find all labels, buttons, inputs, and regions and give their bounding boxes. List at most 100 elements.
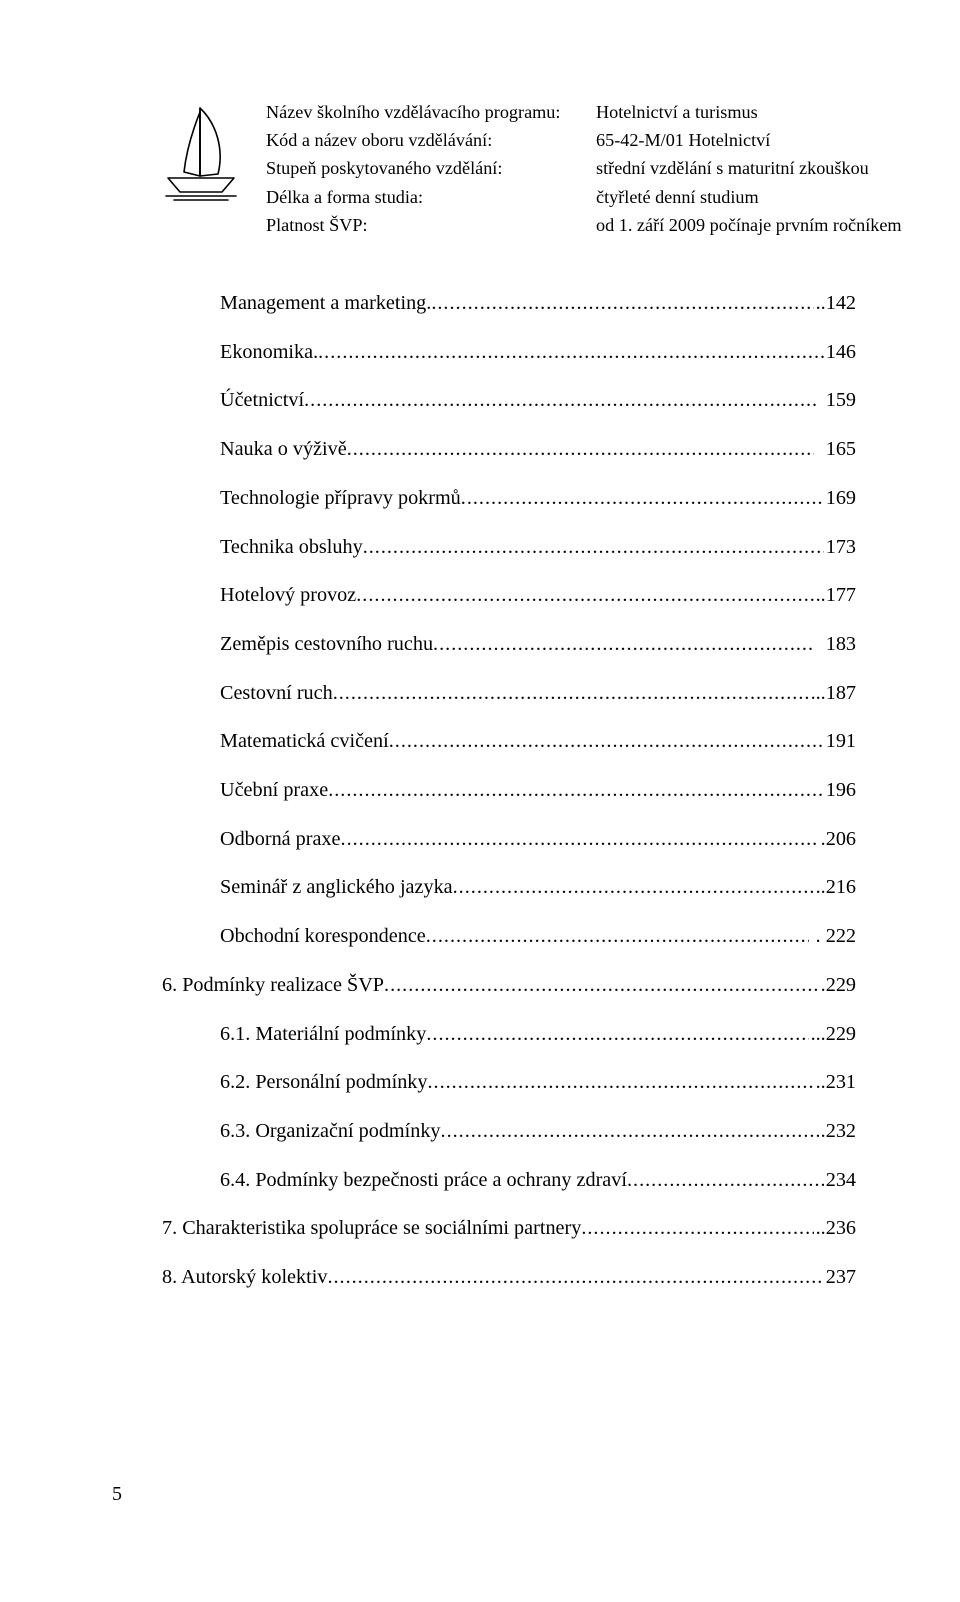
toc-page: 159 bbox=[819, 390, 856, 410]
toc-label: 6. Podmínky realizace ŠVP bbox=[162, 975, 384, 995]
toc-row: 6. Podmínky realizace ŠVP...............… bbox=[162, 975, 856, 995]
toc-row: 7. Charakteristika spolupráce se sociáln… bbox=[162, 1218, 856, 1238]
toc-page: 146 bbox=[824, 342, 856, 362]
header-label: Stupeň poskytovaného vzdělání: bbox=[266, 154, 596, 182]
header-label: Délka a forma studia: bbox=[266, 183, 596, 211]
toc-dot-leader: ........................................… bbox=[581, 1218, 813, 1238]
toc-label: Zeměpis cestovního ruchu bbox=[220, 634, 433, 654]
toc-page: . 222 bbox=[809, 926, 856, 946]
toc-label: Technologie přípravy pokrmů bbox=[220, 488, 461, 508]
toc-label: Ekonomika. bbox=[220, 342, 318, 362]
toc-label: Odborná praxe bbox=[220, 829, 341, 849]
toc-row: Odborná praxe...........................… bbox=[162, 829, 856, 849]
toc-label: Hotelový provoz bbox=[220, 585, 356, 605]
toc-dot-leader: ........................................… bbox=[327, 1267, 823, 1287]
toc-row: Technologie přípravy pokrmů.............… bbox=[162, 488, 856, 508]
toc-label: Technika obsluhy bbox=[220, 537, 363, 557]
toc-label: Seminář z anglického jazyka bbox=[220, 877, 453, 897]
toc-row: Obchodní korespondence..................… bbox=[162, 926, 856, 946]
toc-row: 8. Autorský kolektiv....................… bbox=[162, 1267, 856, 1287]
toc-label: 8. Autorský kolektiv bbox=[162, 1267, 327, 1287]
toc-dot-leader: ........................................… bbox=[427, 1072, 813, 1092]
toc-dot-leader: ........................................… bbox=[304, 390, 819, 410]
page: Název školního vzdělávacího programu: Kó… bbox=[0, 0, 960, 1602]
toc-row: Učební praxe............................… bbox=[162, 780, 856, 800]
header-value: čtyřleté denní studium bbox=[596, 183, 902, 211]
toc-page: ..216 bbox=[814, 877, 856, 897]
toc-dot-leader: ........................................… bbox=[384, 975, 819, 995]
header-labels-column: Název školního vzdělávacího programu: Kó… bbox=[266, 98, 596, 239]
toc-page: ..177 bbox=[814, 585, 856, 605]
toc-row: Seminář z anglického jazyka.............… bbox=[162, 877, 856, 897]
toc-row: 6.1. Materiální podmínky................… bbox=[162, 1024, 856, 1044]
toc-dot-leader: ........................................… bbox=[441, 1121, 819, 1141]
toc-label: Obchodní korespondence bbox=[220, 926, 426, 946]
toc-row: Hotelový provoz.........................… bbox=[162, 585, 856, 605]
table-of-contents: Management a marketing..................… bbox=[162, 293, 856, 1287]
toc-dot-leader: ........................................… bbox=[341, 829, 819, 849]
header-value: od 1. září 2009 počínaje prvním ročníkem bbox=[596, 211, 902, 239]
toc-label: 6.4. Podmínky bezpečnosti práce a ochran… bbox=[220, 1170, 627, 1190]
header-columns: Název školního vzdělávacího programu: Kó… bbox=[266, 98, 902, 239]
toc-row: Cestovní ruch...........................… bbox=[162, 683, 856, 703]
toc-label: Cestovní ruch bbox=[220, 683, 333, 703]
header-value: Hotelnictví a turismus bbox=[596, 98, 902, 126]
toc-dot-leader: ........................................… bbox=[328, 780, 824, 800]
toc-dot-leader: ........................................… bbox=[333, 683, 809, 703]
document-header: Název školního vzdělávacího programu: Kó… bbox=[162, 98, 856, 239]
toc-row: Ekonomika...............................… bbox=[162, 342, 856, 362]
toc-label: 6.3. Organizační podmínky bbox=[220, 1121, 441, 1141]
sailboat-logo-icon bbox=[162, 102, 240, 202]
toc-row: Matematická cvičení.....................… bbox=[162, 731, 856, 751]
toc-row: 6.2. Personální podmínky................… bbox=[162, 1072, 856, 1092]
toc-label: Učební praxe bbox=[220, 780, 328, 800]
toc-dot-leader: ........................................… bbox=[356, 585, 813, 605]
toc-row: Účetnictví..............................… bbox=[162, 390, 856, 410]
toc-label: Management a marketing. bbox=[220, 293, 431, 313]
toc-label: 6.1. Materiální podmínky bbox=[220, 1024, 426, 1044]
toc-dot-leader: ........................................… bbox=[453, 877, 814, 897]
toc-dot-leader: ........................................… bbox=[431, 293, 813, 313]
toc-page: .229 bbox=[819, 975, 856, 995]
toc-dot-leader: ........................................… bbox=[433, 634, 814, 654]
toc-row: 6.3. Organizační podmínky...............… bbox=[162, 1121, 856, 1141]
toc-dot-leader: ........................................… bbox=[347, 439, 814, 459]
toc-page: ..142 bbox=[814, 293, 856, 313]
page-number: 5 bbox=[112, 1483, 122, 1506]
header-value: střední vzdělání s maturitní zkouškou bbox=[596, 154, 902, 182]
toc-row: 6.4. Podmínky bezpečnosti práce a ochran… bbox=[162, 1170, 856, 1190]
toc-row: Nauka o výživě..........................… bbox=[162, 439, 856, 459]
toc-page: .232 bbox=[819, 1121, 856, 1141]
toc-label: Účetnictví bbox=[220, 390, 304, 410]
toc-dot-leader: ........................................… bbox=[363, 537, 824, 557]
toc-page: .206 bbox=[819, 829, 856, 849]
toc-label: 6.2. Personální podmínky bbox=[220, 1072, 427, 1092]
toc-row: Zeměpis cestovního ruchu................… bbox=[162, 634, 856, 654]
toc-dot-leader: ........................................… bbox=[318, 342, 824, 362]
toc-page: 237 bbox=[824, 1267, 856, 1287]
toc-page: 191 bbox=[824, 731, 856, 751]
header-values-column: Hotelnictví a turismus 65-42-M/01 Hoteln… bbox=[596, 98, 902, 239]
toc-page: 196 bbox=[824, 780, 856, 800]
toc-row: Technika obsluhy........................… bbox=[162, 537, 856, 557]
toc-label: Matematická cvičení bbox=[220, 731, 389, 751]
toc-page: ...229 bbox=[809, 1024, 856, 1044]
header-value: 65-42-M/01 Hotelnictví bbox=[596, 126, 902, 154]
header-label: Platnost ŠVP: bbox=[266, 211, 596, 239]
toc-label: Nauka o výživě bbox=[220, 439, 347, 459]
toc-page: ..231 bbox=[814, 1072, 856, 1092]
toc-page: 173 bbox=[824, 537, 856, 557]
school-logo bbox=[162, 102, 246, 202]
toc-dot-leader: ........................................… bbox=[389, 731, 824, 751]
toc-page: 169 bbox=[824, 488, 856, 508]
toc-label: 7. Charakteristika spolupráce se sociáln… bbox=[162, 1218, 581, 1238]
toc-dot-leader: ........................................… bbox=[426, 1024, 808, 1044]
header-label: Název školního vzdělávacího programu: bbox=[266, 98, 596, 126]
toc-page: 183 bbox=[814, 634, 856, 654]
toc-page: ...187 bbox=[809, 683, 856, 703]
toc-page: 165 bbox=[814, 439, 856, 459]
toc-page: 234 bbox=[824, 1170, 856, 1190]
toc-dot-leader: ........................................… bbox=[627, 1170, 824, 1190]
toc-row: Management a marketing..................… bbox=[162, 293, 856, 313]
toc-dot-leader: ........................................… bbox=[426, 926, 809, 946]
